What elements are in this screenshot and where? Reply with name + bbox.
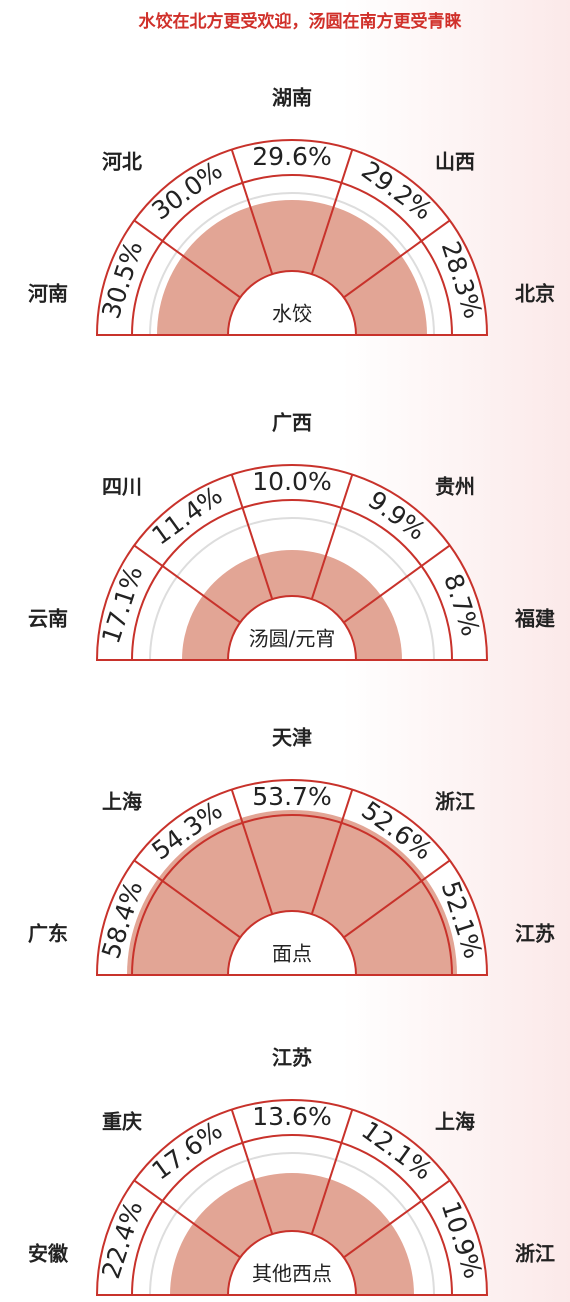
center-label: 水饺	[272, 302, 312, 326]
inner-circle	[226, 910, 358, 976]
divider	[133, 219, 241, 299]
divider	[343, 544, 451, 624]
divider	[310, 149, 354, 275]
divider	[343, 859, 451, 939]
region-name: 天津	[272, 726, 312, 750]
region-name: 浙江	[435, 790, 475, 814]
region-name: 四川	[102, 475, 142, 499]
region-name: 河南	[28, 282, 68, 306]
inner-circle	[226, 270, 358, 336]
region-name: 贵州	[435, 475, 475, 499]
center-label: 汤圆/元宵	[249, 627, 336, 651]
region-name: 广东	[28, 922, 68, 946]
region-name: 河北	[102, 150, 142, 174]
value-label: 10.0%	[252, 467, 331, 496]
region-name: 云南	[28, 607, 68, 631]
value-label: 29.6%	[252, 142, 331, 171]
center-label: 其他西点	[252, 1262, 332, 1286]
divider	[230, 1109, 274, 1235]
divider	[343, 1179, 451, 1259]
fill-area	[157, 200, 427, 335]
region-name: 山西	[435, 150, 475, 174]
region-name: 上海	[435, 1110, 475, 1134]
divider	[230, 474, 274, 600]
divider	[230, 789, 274, 915]
inner-circle	[226, 1230, 358, 1296]
region-name: 广西	[272, 411, 312, 435]
label-ring	[131, 814, 453, 976]
label-ring	[131, 499, 453, 661]
divider	[133, 859, 241, 939]
divider	[230, 149, 274, 275]
value-label: 53.7%	[252, 782, 331, 811]
region-name: 浙江	[515, 1242, 555, 1266]
guide-circle	[149, 517, 435, 661]
region-name: 上海	[102, 790, 142, 814]
guide-circle	[149, 1152, 435, 1296]
divider	[310, 789, 354, 915]
inner-circle	[226, 595, 358, 661]
divider	[310, 474, 354, 600]
region-name: 福建	[514, 607, 555, 631]
region-name: 江苏	[515, 922, 555, 946]
divider	[343, 219, 451, 299]
title: 水饺在北方更受欢迎，汤圆在南方更受青睐	[139, 11, 462, 32]
region-name: 江苏	[272, 1046, 312, 1070]
divider	[133, 544, 241, 624]
fill-area	[127, 810, 457, 975]
guide-circle	[149, 192, 435, 336]
value-label: 13.6%	[252, 1102, 331, 1131]
label-ring	[131, 174, 453, 336]
region-name: 湖南	[272, 86, 312, 110]
divider	[133, 1179, 241, 1259]
divider	[310, 1109, 354, 1235]
label-ring	[131, 1134, 453, 1296]
region-name: 北京	[515, 282, 555, 306]
region-name: 重庆	[102, 1110, 142, 1134]
region-name: 安徽	[28, 1242, 69, 1266]
center-label: 面点	[272, 942, 312, 966]
